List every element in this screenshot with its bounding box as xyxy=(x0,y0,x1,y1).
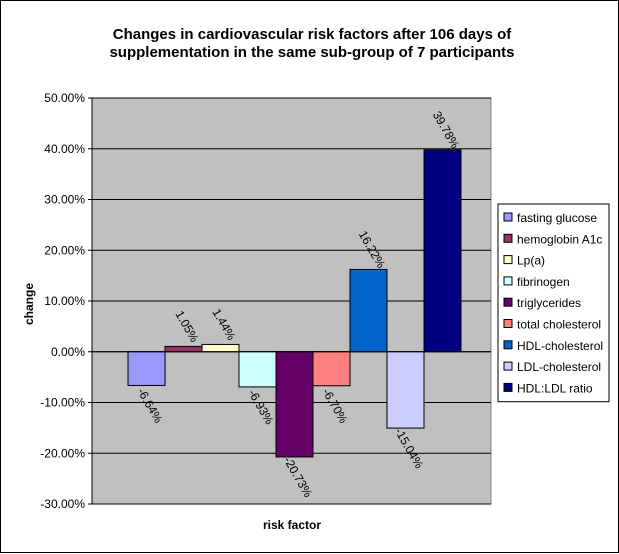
legend-swatch xyxy=(503,233,513,243)
bar-hdl-cholesterol xyxy=(349,268,388,353)
y-tick-label: 40.00% xyxy=(44,142,85,156)
legend: fasting glucose hemoglobin A1c Lp(a) fibrin… xyxy=(497,203,610,403)
bar-total-cholesterol xyxy=(312,351,351,387)
legend-swatch xyxy=(503,361,513,371)
legend-entry: HDL-cholesterol xyxy=(517,339,603,353)
y-axis-label: change xyxy=(22,283,36,325)
chart-title-line-1: Changes in cardiovascular risk factors a… xyxy=(113,26,513,43)
legend-swatch xyxy=(503,340,513,350)
legend-swatch xyxy=(503,255,513,265)
bar-hdl-ldl-ratio xyxy=(423,149,462,353)
legend-swatch xyxy=(503,382,513,392)
x-axis-label: risk factor xyxy=(263,518,321,532)
y-tick-label: -20.00% xyxy=(40,446,85,460)
legend-entry: LDL-cholesterol xyxy=(517,360,601,374)
y-tick-label: 30.00% xyxy=(44,193,85,207)
bar-fasting-glucose xyxy=(127,351,166,386)
y-tick-label: 50.00% xyxy=(44,91,85,105)
legend-entry: total cholesterol xyxy=(517,318,601,332)
bars xyxy=(127,149,462,458)
legend-swatch xyxy=(503,212,513,222)
bar-fibrinogen xyxy=(238,351,277,388)
y-tick-label: 10.00% xyxy=(44,294,85,308)
bar-ldl-cholesterol xyxy=(386,351,425,429)
chart-title-line-2: supplementation in the same sub-group of… xyxy=(109,44,514,61)
y-tick-label: 0.00% xyxy=(51,345,85,359)
bar-lp-a- xyxy=(201,343,240,353)
legend-swatch xyxy=(503,276,513,286)
legend-box xyxy=(497,203,610,403)
legend-entry: fibrinogen xyxy=(517,275,570,289)
legend-entry: triglycerides xyxy=(517,296,581,310)
bar-hemoglobin-a1c xyxy=(164,345,203,353)
legend-entry: fasting glucose xyxy=(517,211,597,225)
legend-entry: Lp(a) xyxy=(517,254,545,268)
y-axis-ticks: 50.00% 40.00% 30.00% 20.00% 10.00% 0.00% -10.0… xyxy=(40,91,93,511)
y-tick-label: -10.00% xyxy=(40,396,85,410)
legend-swatch xyxy=(503,319,513,328)
bar-triglycerides xyxy=(275,351,314,458)
y-tick-label: -30.00% xyxy=(40,497,85,511)
legend-entry: hemoglobin A1c xyxy=(517,232,602,246)
legend-swatch xyxy=(503,297,513,307)
legend-entry: HDL:LDL ratio xyxy=(517,381,593,395)
y-tick-label: 20.00% xyxy=(44,243,85,257)
